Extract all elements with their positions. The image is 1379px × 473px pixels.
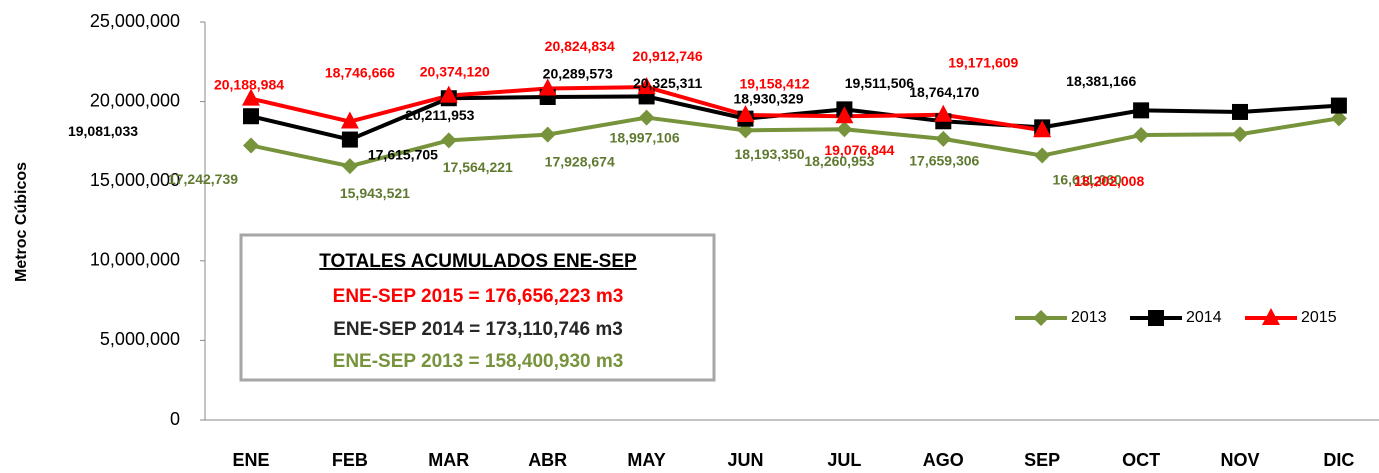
y-tick-label: 25,000,000 [90,11,180,31]
x-tick-label: AGO [923,450,964,470]
data-label: 18,746,666 [325,64,395,80]
data-point [439,85,458,103]
x-tick-label: JUN [727,450,763,470]
data-label: 18,260,953 [804,153,874,169]
x-tick-label: OCT [1122,450,1160,470]
data-point [340,111,359,129]
data-point [538,78,557,96]
data-point [835,106,854,124]
data-point [1232,126,1248,143]
data-label: 20,289,573 [543,66,613,82]
series-line [250,115,1340,169]
data-label: 19,511,506 [845,75,915,91]
legend-marker [1148,310,1164,326]
data-point [935,130,952,147]
data-point [1330,97,1347,114]
data-point [934,104,953,122]
data-point [539,126,556,143]
x-tick-label: NOV [1220,450,1259,470]
data-point [637,77,656,95]
data-point [1133,102,1150,119]
data-label: 19,081,033 [68,123,138,139]
data-label: 18,381,166 [1066,73,1136,89]
data-label: 19,171,609 [948,54,1018,70]
data-label: 20,211,953 [405,107,475,123]
data-label: 17,242,739 [168,171,238,187]
x-tick-label: JUL [827,450,861,470]
data-label: 17,928,674 [545,153,615,169]
data-label: 19,158,412 [739,76,809,92]
legend-marker [1033,310,1049,326]
data-label: 20,912,746 [633,48,703,64]
data-point [341,131,358,148]
data-label: 18,930,329 [733,90,803,106]
data-point [1033,120,1052,138]
x-tick-label: DIC [1323,450,1354,470]
data-label: 19,076,844 [824,142,894,158]
legend-label: 2015 [1301,309,1337,326]
legend-marker [1262,308,1280,325]
annotation-title: TOTALES ACUMULADOS ENE-SEP [319,251,637,272]
y-tick-label: 0 [170,409,180,429]
y-tick-label: 20,000,000 [90,90,180,110]
x-tick-label: ENE [232,450,269,470]
y-tick-label: 5,000,000 [100,329,180,349]
data-label: 18,193,350 [734,146,804,162]
data-label: 17,615,705 [368,146,438,162]
data-point [836,121,853,138]
x-tick-label: ABR [528,450,567,470]
y-tick-label: 15,000,000 [90,170,180,190]
data-label: 15,943,521 [340,185,410,201]
data-point [638,109,655,126]
data-point [736,104,755,122]
x-tick-label: MAR [428,450,469,470]
data-point [1133,127,1150,144]
x-tick-label: FEB [332,450,368,470]
data-label: 20,824,834 [545,38,615,54]
data-label: 17,564,221 [443,159,513,175]
y-tick-label: 10,000,000 [90,250,180,270]
annotation-line: ENE-SEP 2014 = 173,110,746 m3 [333,319,623,340]
annotation-box [239,233,716,382]
annotation-line: ENE-SEP 2013 = 158,400,930 m3 [333,351,624,372]
data-label: 18,997,106 [610,129,680,145]
x-tick-label: MAY [627,450,665,470]
data-label: 18,202,008 [1074,173,1144,189]
data-point [243,108,259,125]
data-point [440,132,457,149]
data-label: 16,611,060 [1053,171,1123,187]
data-point [1232,103,1248,120]
data-point [1330,110,1347,127]
x-tick-label: SEP [1024,450,1060,470]
data-label: 18,764,170 [909,84,979,100]
y-axis-label: Metroc Cúbicos [13,162,30,282]
annotation-line: ENE-SEP 2015 = 176,656,223 m3 [333,286,624,307]
legend-label: 2014 [1186,309,1222,326]
data-label: 17,659,306 [909,153,979,169]
data-label: 20,188,984 [214,76,284,92]
data-label: 20,325,311 [633,75,703,91]
data-point [341,158,358,175]
data-point [242,88,260,106]
data-point [243,137,259,154]
legend-label: 2013 [1071,309,1107,326]
data-label: 20,374,120 [420,63,490,79]
data-point [1034,147,1051,164]
